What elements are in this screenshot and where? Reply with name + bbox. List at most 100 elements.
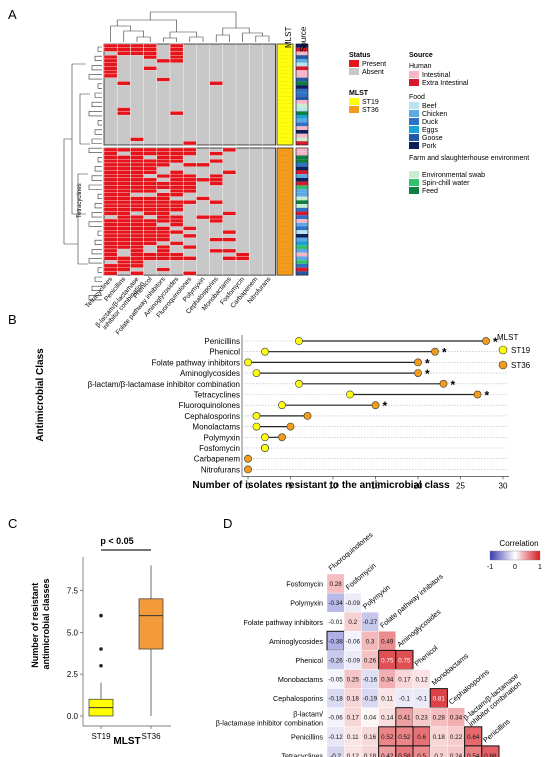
- mlst-cell: [276, 211, 294, 216]
- correlation-value: 0.12: [347, 753, 360, 757]
- mlst-cell: [276, 207, 294, 212]
- source-cell: [296, 174, 308, 178]
- source-cell: [296, 263, 308, 268]
- correlation-value: 0.17: [347, 715, 360, 722]
- cell-present: [143, 159, 157, 164]
- cell-present: [196, 162, 210, 167]
- legend-swatch: [409, 126, 419, 133]
- x-tick-label: 30: [499, 481, 508, 490]
- source-cell: [296, 181, 308, 186]
- cell-present: [143, 51, 157, 56]
- significance-star: *: [493, 335, 498, 349]
- source-cell: [296, 58, 308, 63]
- source-cell: [296, 207, 308, 212]
- legend-title-mlst: MLST: [349, 90, 369, 97]
- row-label: β-lactam/: [293, 709, 323, 718]
- panel-d-correlation-heatmap: 0.28-0.34 -0.09-0.01 0.2 -0.27-0.38 -0.06 0.3…: [216, 530, 542, 757]
- cell-present: [130, 237, 144, 242]
- colorbar-tick-label: 0: [513, 564, 517, 571]
- column-dendrogram: [110, 11, 270, 42]
- cell-present: [130, 166, 144, 171]
- dendrogram-branch: [97, 267, 102, 273]
- mlst-cell: [276, 58, 294, 63]
- cell-present: [130, 263, 144, 268]
- correlation-value: 0.16: [364, 734, 377, 741]
- mlst-cell: [276, 137, 294, 142]
- cell-present: [169, 207, 184, 212]
- legend-label: Chicken: [422, 111, 447, 118]
- legend-label: ST36: [362, 107, 379, 114]
- cell-present: [130, 43, 144, 48]
- mlst-cell: [276, 55, 294, 60]
- correlation-cell: [481, 745, 500, 757]
- mlst-cell: [276, 129, 294, 134]
- cell-present: [130, 222, 144, 227]
- mlst-cell: [276, 51, 294, 56]
- mlst-cell: [276, 66, 294, 71]
- cell-present: [143, 256, 157, 261]
- legend-label: Extra Intestinal: [422, 80, 469, 87]
- category-label: Phenicol: [209, 348, 240, 357]
- cell-present: [130, 177, 144, 182]
- legend-title-human: Human: [409, 63, 432, 70]
- source-cell: [296, 44, 308, 48]
- colorbar: [489, 550, 541, 561]
- mlst-cell: [276, 226, 294, 231]
- correlation-value: 0.75: [381, 657, 394, 664]
- cell-present: [169, 43, 184, 48]
- mlst-cell: [276, 159, 294, 164]
- mlst-cell: [276, 256, 294, 261]
- source-cell: [296, 130, 308, 134]
- cell-present: [117, 226, 131, 231]
- cell-present: [209, 81, 223, 86]
- cell-present: [117, 218, 131, 223]
- x-tick-label: 10: [329, 481, 338, 490]
- dendrogram-branch: [94, 276, 102, 282]
- legend-swatch: [409, 187, 419, 194]
- cell-present: [117, 174, 131, 179]
- source-cell: [296, 111, 308, 116]
- legend-label: Eggs: [422, 127, 438, 134]
- cell-present: [143, 43, 157, 48]
- cell-present: [156, 159, 171, 164]
- cell-present: [117, 155, 131, 160]
- dendrogram-branch: [77, 173, 88, 265]
- correlation-value: 0.28: [433, 715, 446, 722]
- cell-present: [117, 267, 131, 272]
- category-label: Tetracyclines: [194, 391, 240, 400]
- cell-present: [130, 215, 144, 220]
- cell-present: [103, 252, 118, 257]
- dendrogram-branch: [116, 19, 177, 32]
- mlst-cell: [276, 111, 294, 116]
- cell-present: [103, 47, 118, 52]
- legend-swatch: [349, 106, 359, 113]
- cell-present: [183, 233, 197, 238]
- mlst-cell: [276, 185, 294, 190]
- mlst-cell: [276, 107, 294, 112]
- box-iqr: [138, 598, 164, 650]
- source-cell: [296, 256, 308, 261]
- source-cell: [296, 267, 308, 272]
- source-cell: [296, 192, 308, 197]
- cell-present: [169, 151, 184, 156]
- correlation-value: -0.09: [346, 600, 361, 607]
- source-cell: [296, 141, 308, 145]
- correlation-value: -0.1: [416, 696, 427, 703]
- cell-present: [222, 237, 237, 242]
- cell-present: [130, 188, 144, 194]
- x-tick-label: 25: [456, 481, 465, 490]
- significance-annotation: p < 0.05: [100, 536, 133, 546]
- dendrogram-branch: [94, 166, 102, 172]
- mlst-cell: [276, 88, 294, 93]
- dendrogram-branch: [91, 65, 102, 71]
- source-cell: [296, 159, 308, 163]
- source-cell: [296, 96, 308, 101]
- correlation-value: 0.28: [329, 581, 342, 588]
- correlation-value: 0.24: [450, 753, 463, 757]
- cell-present: [209, 181, 223, 186]
- column-label: Polymyxin: [361, 583, 392, 611]
- correlation-value: 0.12: [415, 676, 428, 683]
- cell-present: [117, 188, 131, 194]
- cell-present: [130, 260, 144, 265]
- mlst-cell: [276, 174, 294, 179]
